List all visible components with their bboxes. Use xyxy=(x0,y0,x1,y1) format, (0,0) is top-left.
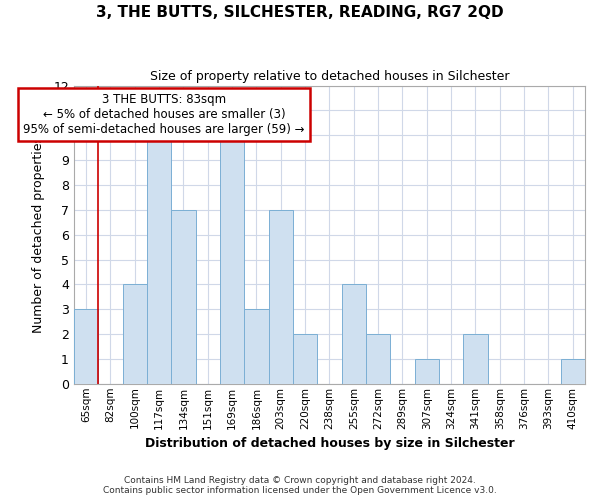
Bar xyxy=(341,284,366,384)
Bar xyxy=(293,334,317,384)
Bar xyxy=(171,210,196,384)
Bar xyxy=(366,334,390,384)
Bar xyxy=(269,210,293,384)
X-axis label: Distribution of detached houses by size in Silchester: Distribution of detached houses by size … xyxy=(145,437,514,450)
Bar xyxy=(122,284,147,384)
Text: 3 THE BUTTS: 83sqm
← 5% of detached houses are smaller (3)
95% of semi-detached : 3 THE BUTTS: 83sqm ← 5% of detached hous… xyxy=(23,93,305,136)
Bar xyxy=(74,309,98,384)
Bar xyxy=(415,359,439,384)
Bar xyxy=(244,309,269,384)
Bar xyxy=(463,334,488,384)
Y-axis label: Number of detached properties: Number of detached properties xyxy=(32,136,45,333)
Title: Size of property relative to detached houses in Silchester: Size of property relative to detached ho… xyxy=(149,70,509,83)
Text: 3, THE BUTTS, SILCHESTER, READING, RG7 2QD: 3, THE BUTTS, SILCHESTER, READING, RG7 2… xyxy=(96,5,504,20)
Bar xyxy=(147,136,171,384)
Bar xyxy=(560,359,585,384)
Bar xyxy=(220,136,244,384)
Text: Contains HM Land Registry data © Crown copyright and database right 2024.
Contai: Contains HM Land Registry data © Crown c… xyxy=(103,476,497,495)
